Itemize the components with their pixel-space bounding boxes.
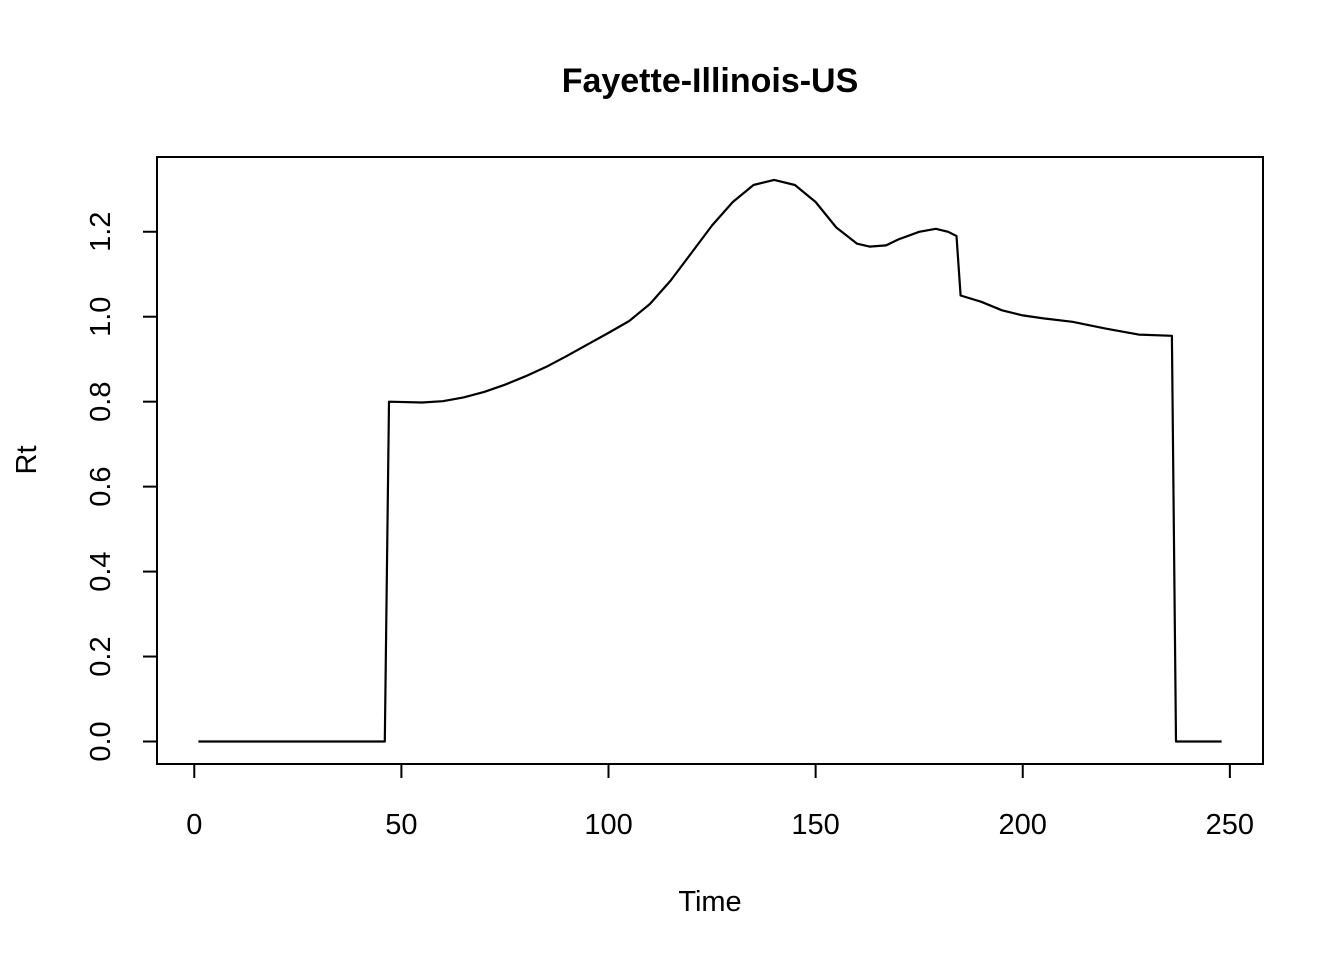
x-axis: 0 50 100 150 200 250 xyxy=(186,763,1254,841)
y-tick-label: 1.0 xyxy=(85,297,117,337)
series-layer xyxy=(198,178,1222,743)
y-tick-label: 1.2 xyxy=(85,212,117,252)
y-axis-label: Rt xyxy=(11,446,43,475)
y-tick-label: 0.4 xyxy=(85,551,117,591)
x-tick-label: 250 xyxy=(1206,809,1254,841)
y-tick-label: 0.8 xyxy=(85,382,117,422)
plot-frame xyxy=(156,156,1264,765)
y-tick-label: 0.0 xyxy=(85,721,117,761)
y-tick-label: 0.2 xyxy=(85,636,117,676)
chart-title: Fayette-Illinois-US xyxy=(562,62,859,100)
series-line xyxy=(198,178,1222,743)
x-tick-label: 150 xyxy=(791,809,839,841)
x-tick-label: 50 xyxy=(385,809,417,841)
x-axis-label: Time xyxy=(678,886,741,918)
y-tick-label: 0.6 xyxy=(85,466,117,506)
y-axis: 0.0 0.2 0.4 0.6 0.8 1.0 1.2 xyxy=(85,212,158,762)
x-tick-label: 200 xyxy=(999,809,1047,841)
x-tick-label: 0 xyxy=(186,809,202,841)
x-tick-label: 100 xyxy=(584,809,632,841)
